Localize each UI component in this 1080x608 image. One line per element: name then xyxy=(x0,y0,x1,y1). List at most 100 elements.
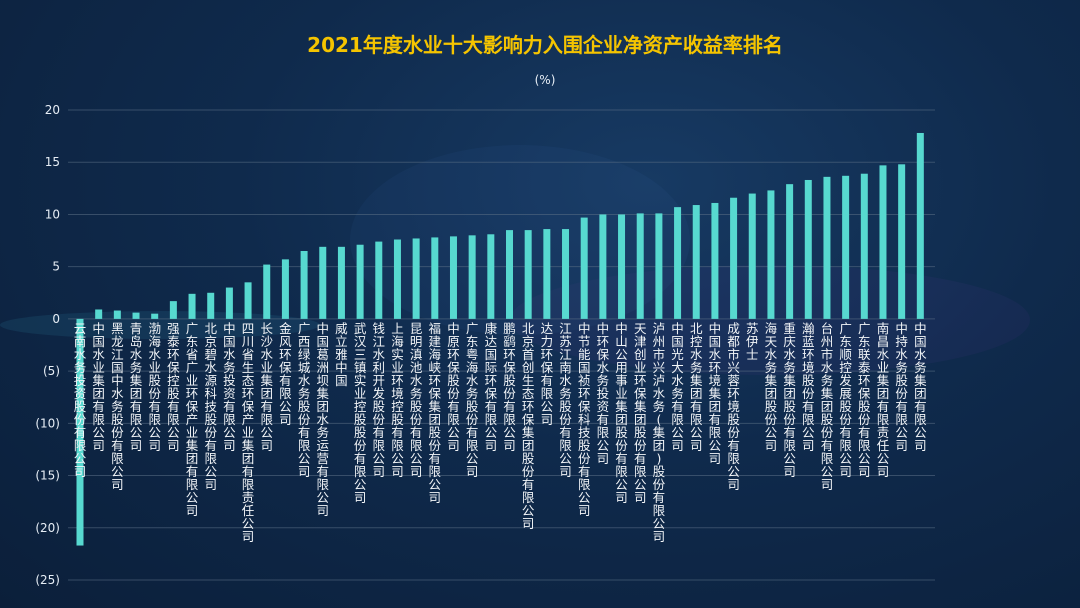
y-tick-label: 0 xyxy=(52,312,60,326)
category-label: 成都市兴蓉环境股份有限公司 xyxy=(727,321,740,492)
bar xyxy=(132,312,140,319)
bar xyxy=(449,236,457,319)
y-tick-label: 10 xyxy=(45,207,60,221)
category-label: 北京碧水源科技股份有限公司 xyxy=(204,321,217,492)
category-label: 威立雅中国 xyxy=(335,321,348,388)
category-label: 北控水务集团有限公司 xyxy=(690,321,703,453)
bar xyxy=(113,310,121,319)
category-label: 苏伊士 xyxy=(746,321,759,362)
bar xyxy=(786,184,794,319)
category-label: 云南水务投资股份有限公司 xyxy=(74,321,87,479)
category-label: 四川省生态环保产业集团有限责任公司 xyxy=(242,321,255,544)
bar xyxy=(188,293,196,319)
category-label: 青岛水务集团有限公司 xyxy=(130,321,143,453)
bar xyxy=(543,229,551,319)
category-label: 康达国际环保有限公司 xyxy=(485,321,498,453)
category-label: 强泰环保控股有限公司 xyxy=(167,321,180,453)
category-label: 黑龙江国中水务股份有限公司 xyxy=(111,321,124,492)
bar xyxy=(337,246,345,319)
y-axis-ticks: 20 15 10 5 0 (5) (10) (15) (20) (25) xyxy=(35,103,60,587)
category-label: 中国光大水务有限公司 xyxy=(671,321,684,453)
category-label: 北京首创生态环保集团股份有限公司 xyxy=(522,321,535,531)
bar xyxy=(76,318,84,546)
bar xyxy=(860,173,868,319)
chart-title: 2021年度水业十大影响力入围企业净资产收益率排名 xyxy=(307,33,783,57)
bar xyxy=(244,282,252,319)
y-tick-label: (20) xyxy=(35,521,60,535)
category-label: 武汉三镇实业控股股份有限公司 xyxy=(354,321,367,505)
bar xyxy=(767,190,775,319)
y-tick-label: (10) xyxy=(35,416,60,430)
category-label: 昆明滇池水务股份有限公司 xyxy=(410,321,423,479)
bar xyxy=(375,241,383,319)
y-tick-label: 15 xyxy=(45,155,60,169)
category-label: 福建海峡环保集团股份有限公司 xyxy=(429,321,442,505)
bar xyxy=(169,301,177,319)
bar xyxy=(412,238,420,319)
bar xyxy=(823,176,831,319)
category-label: 中国水环境集团有限公司 xyxy=(709,321,722,466)
bar xyxy=(730,197,738,319)
bar xyxy=(487,234,495,319)
category-label: 南昌水业集团有限责任公司 xyxy=(877,321,890,479)
bar xyxy=(711,202,719,319)
bar xyxy=(506,230,513,319)
bar xyxy=(431,237,439,319)
category-label: 重庆水务集团股份有限公司 xyxy=(783,321,796,479)
category-label: 广东省广业环保产业集团有限公司 xyxy=(186,321,199,518)
category-label: 广东顺控发展股份有限公司 xyxy=(839,321,852,479)
category-label: 江苏江南水务股份有限公司 xyxy=(559,321,572,479)
category-label: 中持水务股份有限公司 xyxy=(895,321,908,453)
category-label: 泸州市兴泸水务(集团)股份有限公司 xyxy=(653,321,666,544)
bar xyxy=(225,287,233,319)
category-label: 台州市水务集团股份有限公司 xyxy=(821,321,834,492)
y-tick-label: (25) xyxy=(35,573,60,587)
bar xyxy=(319,246,327,319)
category-label: 天津创业环保集团股份有限公司 xyxy=(634,321,647,505)
category-labels: 云南水务投资股份有限公司中国水业集团有限公司黑龙江国中水务股份有限公司青岛水务集… xyxy=(74,321,927,544)
bar xyxy=(300,251,308,319)
bar xyxy=(692,205,700,319)
y-tick-label: (5) xyxy=(43,364,60,378)
bar xyxy=(655,213,663,319)
bar xyxy=(580,217,588,319)
y-tick-label: 20 xyxy=(45,103,60,117)
category-label: 中山公用事业集团股份有限公司 xyxy=(615,321,628,505)
category-label: 长沙水业集团有限公司 xyxy=(260,321,273,453)
category-label: 渤海水业股份有限公司 xyxy=(148,321,161,453)
category-label: 中国葛洲坝集团水务运营有限公司 xyxy=(317,321,330,518)
category-label: 瀚蓝环境股份有限公司 xyxy=(802,321,815,453)
bars xyxy=(76,132,924,546)
bar xyxy=(636,213,644,319)
category-label: 广东联泰环保股份有限公司 xyxy=(858,321,871,479)
bar xyxy=(524,230,532,319)
bar xyxy=(468,235,476,319)
category-label: 上海实业环境控股有限公司 xyxy=(391,321,404,479)
y-axis-unit: (%) xyxy=(535,73,556,87)
y-tick-label: (15) xyxy=(35,469,60,483)
bar xyxy=(879,165,887,319)
bar xyxy=(916,132,924,319)
bar xyxy=(842,175,850,319)
bar xyxy=(393,239,401,319)
category-label: 海天水务集团股份公司 xyxy=(765,321,778,453)
bar xyxy=(599,214,607,319)
bar xyxy=(151,313,159,319)
category-label: 中原环保股份有限公司 xyxy=(447,321,460,453)
bar xyxy=(674,207,682,319)
y-tick-label: 5 xyxy=(52,260,60,274)
category-label: 广东粤海水务股份有限公司 xyxy=(466,321,479,479)
category-label: 中环保水务投资有限公司 xyxy=(597,321,610,466)
category-label: 中节能国祯环保科技股份有限公司 xyxy=(578,321,591,518)
bar xyxy=(95,309,103,319)
category-label: 广西绿城水务股份有限公司 xyxy=(298,321,311,479)
bar xyxy=(898,164,906,319)
bar xyxy=(207,292,215,319)
bar xyxy=(281,259,289,319)
bar xyxy=(263,264,271,319)
category-label: 金风环保有限公司 xyxy=(279,321,292,427)
bar xyxy=(618,214,626,319)
category-label: 中国水务投资有限公司 xyxy=(223,321,236,453)
bar xyxy=(562,229,570,319)
